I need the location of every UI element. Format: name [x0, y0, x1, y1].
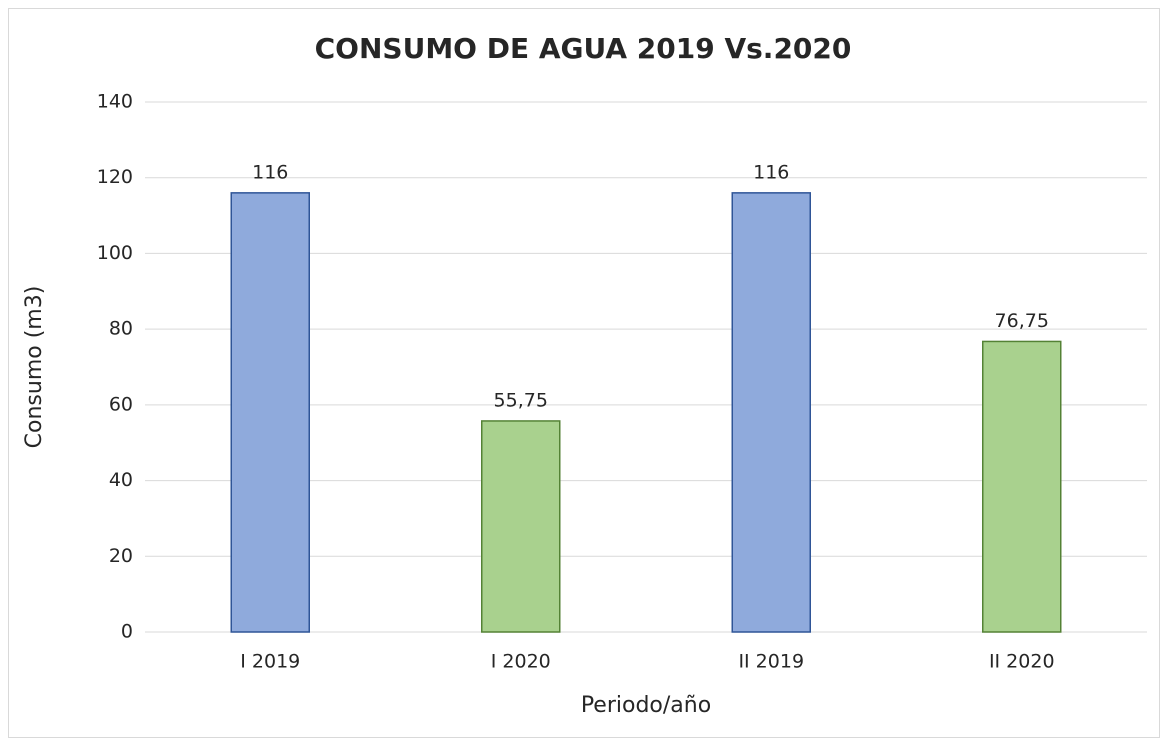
bar	[731, 192, 811, 633]
y-tick-label: 120	[97, 166, 133, 188]
y-tick-label: 60	[109, 393, 133, 415]
data-label: 55,75	[494, 389, 548, 411]
y-tick-label: 20	[109, 545, 133, 567]
y-tick-label: 80	[109, 318, 133, 340]
data-label: 76,75	[995, 310, 1049, 332]
chart-frame	[8, 8, 1160, 738]
x-tick-label: II 2019	[738, 651, 804, 673]
x-axis-label: Periodo/año	[581, 693, 711, 718]
bar	[982, 340, 1062, 633]
data-label: 116	[753, 161, 789, 183]
data-label: 116	[252, 161, 288, 183]
y-tick-label: 0	[121, 621, 133, 643]
x-tick-label: I 2020	[491, 651, 551, 673]
x-tick-label: II 2020	[989, 651, 1055, 673]
y-tick-label: 100	[97, 242, 133, 264]
y-tick-label: 40	[109, 469, 133, 491]
y-tick-label: 140	[97, 91, 133, 113]
chart-title: CONSUMO DE AGUA 2019 Vs.2020	[315, 32, 852, 65]
bar	[481, 420, 561, 633]
y-axis-label: Consumo (m3)	[22, 286, 47, 449]
bar	[230, 192, 310, 633]
x-tick-label: I 2019	[240, 651, 300, 673]
